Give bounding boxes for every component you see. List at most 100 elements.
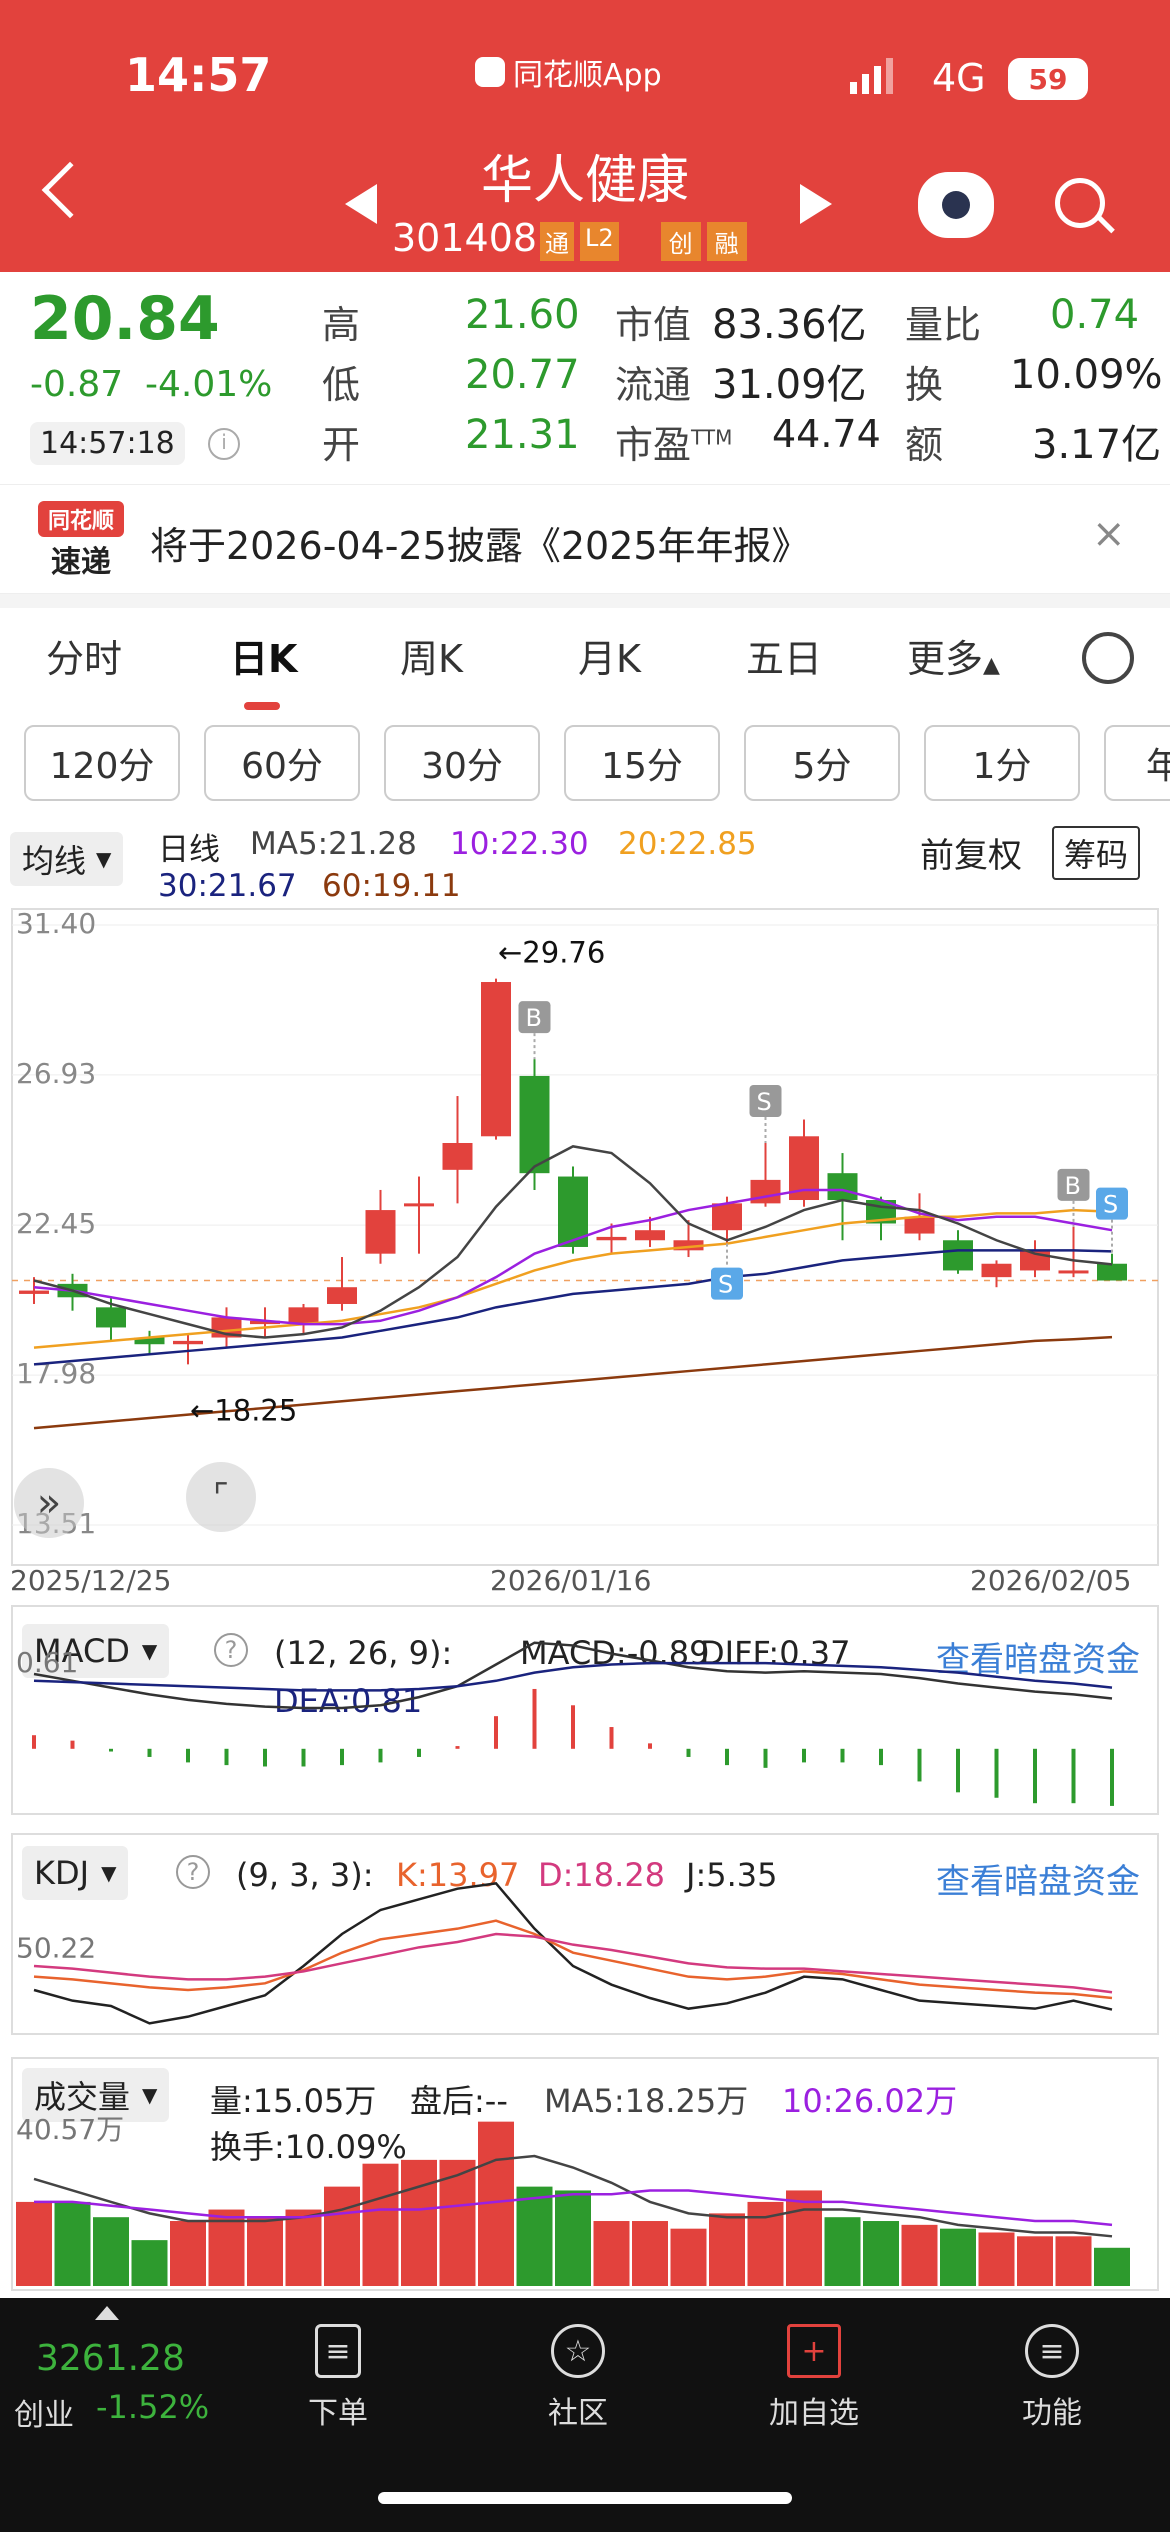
ma-legend: 均线 ▼ 日线 MA5:21.28 10:22.30 20:22.85 30:21… — [0, 820, 1170, 910]
kdj-axis-label: 50.22 — [16, 1932, 96, 1965]
tab-five-day[interactable]: 五日 — [746, 637, 823, 681]
search-icon[interactable] — [1055, 178, 1105, 228]
status-time: 14:57 — [125, 48, 272, 102]
high-value: 21.60 — [465, 292, 580, 338]
candle-body — [827, 1173, 858, 1201]
nav-add-watchlist[interactable]: + 加自选 — [744, 2318, 884, 2432]
kline-type: 日线 — [158, 832, 220, 868]
tab-intraday[interactable]: 分时 — [46, 637, 123, 681]
macd-selector[interactable]: MACD ▼ — [22, 1624, 170, 1678]
volume-ma10: 10:26.02万 — [782, 2082, 958, 2120]
header: 14:57 同花顺App 4G 59 华人健康 301408 通 L2 创 融 — [0, 0, 1170, 272]
volume-selector[interactable]: 成交量 ▼ — [22, 2068, 170, 2122]
fullscreen-icon[interactable]: ⌜ — [186, 1462, 256, 1532]
caret-up-icon: ▲ — [983, 653, 1000, 678]
next-stock-icon[interactable] — [800, 184, 832, 224]
close-icon[interactable]: × — [1092, 511, 1126, 557]
volume-bar — [593, 2221, 630, 2286]
volume-bar — [709, 2213, 745, 2286]
candle-body — [558, 1176, 588, 1247]
ma10-value: 10:22.30 — [450, 826, 589, 862]
candle-body — [19, 1290, 49, 1294]
help-icon[interactable]: ? — [214, 1633, 248, 1667]
index-change: -1.52% — [96, 2388, 210, 2426]
chip-year[interactable]: 年 — [1104, 725, 1170, 801]
chip-distribution-button[interactable]: 筹码 — [1052, 826, 1141, 880]
help-icon[interactable]: ? — [176, 1855, 210, 1889]
divider — [0, 594, 1170, 608]
tab-weekly-k[interactable]: 周K — [400, 637, 463, 681]
quote-panel: 20.84 -0.87 -4.01% 14:57:18 i 高 21.60 低 … — [0, 272, 1170, 482]
y-tick-label: 31.40 — [16, 907, 96, 940]
signal-label: B — [526, 1004, 542, 1032]
adjust-mode[interactable]: 前复权 — [920, 836, 1022, 876]
open-value: 21.31 — [465, 412, 580, 458]
nav-order[interactable]: ≡ 下单 — [268, 2318, 408, 2432]
candle-body — [750, 1179, 781, 1204]
min-price-label: ←18.25 — [190, 1393, 297, 1427]
chip-15min[interactable]: 15分 — [564, 725, 720, 801]
dark-pool-link[interactable]: 查看暗盘资金 — [936, 1862, 1140, 1902]
tab-more-label: 更多 — [907, 637, 984, 681]
ma30-line — [33, 1249, 1113, 1366]
expand-arrows-icon[interactable]: » — [14, 1468, 84, 1538]
ma-selector[interactable]: 均线 ▼ — [10, 832, 124, 886]
signal-label: S — [718, 1271, 733, 1299]
chip-5min[interactable]: 5分 — [744, 725, 900, 801]
nav-community[interactable]: ☆ 社区 — [508, 2318, 648, 2432]
battery-icon: 59 — [1008, 58, 1088, 100]
turnover-rate: 换手:10.09% — [210, 2128, 407, 2166]
candle-body — [904, 1216, 935, 1234]
nav-functions[interactable]: ≡ 功能 — [982, 2318, 1122, 2432]
notice-banner[interactable]: 同花顺 速递 将于2026-04-25披露《2025年年报》 × — [0, 484, 1170, 594]
settings-icon[interactable] — [1082, 632, 1134, 684]
signal-badge — [518, 1001, 551, 1034]
candle-body — [442, 1142, 473, 1170]
volume-bar — [16, 2201, 52, 2286]
nav-functions-label: 功能 — [1022, 2396, 1082, 2431]
prev-stock-icon[interactable] — [345, 184, 377, 224]
candle-body — [635, 1230, 665, 1241]
notice-text: 将于2026-04-25披露《2025年年报》 — [150, 524, 810, 568]
amount-label: 额 — [905, 423, 944, 467]
network-type: 4G — [932, 56, 986, 100]
status-app-label: 同花顺App — [475, 50, 662, 94]
chip-60min[interactable]: 60分 — [204, 725, 360, 801]
chip-30min[interactable]: 30分 — [384, 725, 540, 801]
chip-120min[interactable]: 120分 — [24, 725, 180, 801]
candle-body — [1058, 1270, 1089, 1274]
stock-name: 华人健康 — [480, 151, 689, 211]
robot-assistant-icon[interactable] — [918, 172, 994, 238]
volume-ma10-line — [34, 2189, 1113, 2227]
volume-bar — [786, 2190, 822, 2286]
volume-bar — [978, 2232, 1015, 2286]
tab-more[interactable]: 更多▲ — [907, 628, 1000, 683]
candle-body — [250, 1320, 280, 1325]
last-price: 20.84 — [30, 284, 220, 354]
expand-up-icon[interactable] — [95, 2306, 119, 2320]
kdj-chart: 50.22 — [11, 1833, 1159, 2035]
tab-monthly-k[interactable]: 月K — [578, 637, 641, 681]
volume-bar — [247, 2217, 283, 2286]
tab-daily-k[interactable]: 日K — [230, 637, 298, 681]
volume-bar — [1017, 2236, 1053, 2286]
badge-chuang: 创 — [660, 222, 701, 261]
turnover-value: 10.09% — [1010, 352, 1163, 398]
pe-label: 市盈TTM — [615, 423, 733, 467]
menu-icon: ≡ — [1025, 2324, 1079, 2378]
j-line — [33, 1882, 1113, 2025]
chip-1min[interactable]: 1分 — [924, 725, 1080, 801]
ma5-line — [33, 1145, 1113, 1339]
info-icon[interactable]: i — [208, 428, 240, 460]
nav-community-label: 社区 — [548, 2396, 608, 2431]
diff-line — [33, 1641, 1113, 1710]
ma60-value: 60:19.11 — [322, 868, 461, 904]
volume-bar — [208, 2209, 245, 2286]
volume-value: 量:15.05万 — [210, 2082, 377, 2120]
chart-frame — [11, 908, 1159, 1566]
volume-bar — [324, 2186, 360, 2286]
kdj-selector[interactable]: KDJ ▼ — [22, 1846, 129, 1900]
volume-bar — [285, 2209, 322, 2286]
ma5-value: MA5:21.28 — [250, 826, 417, 862]
